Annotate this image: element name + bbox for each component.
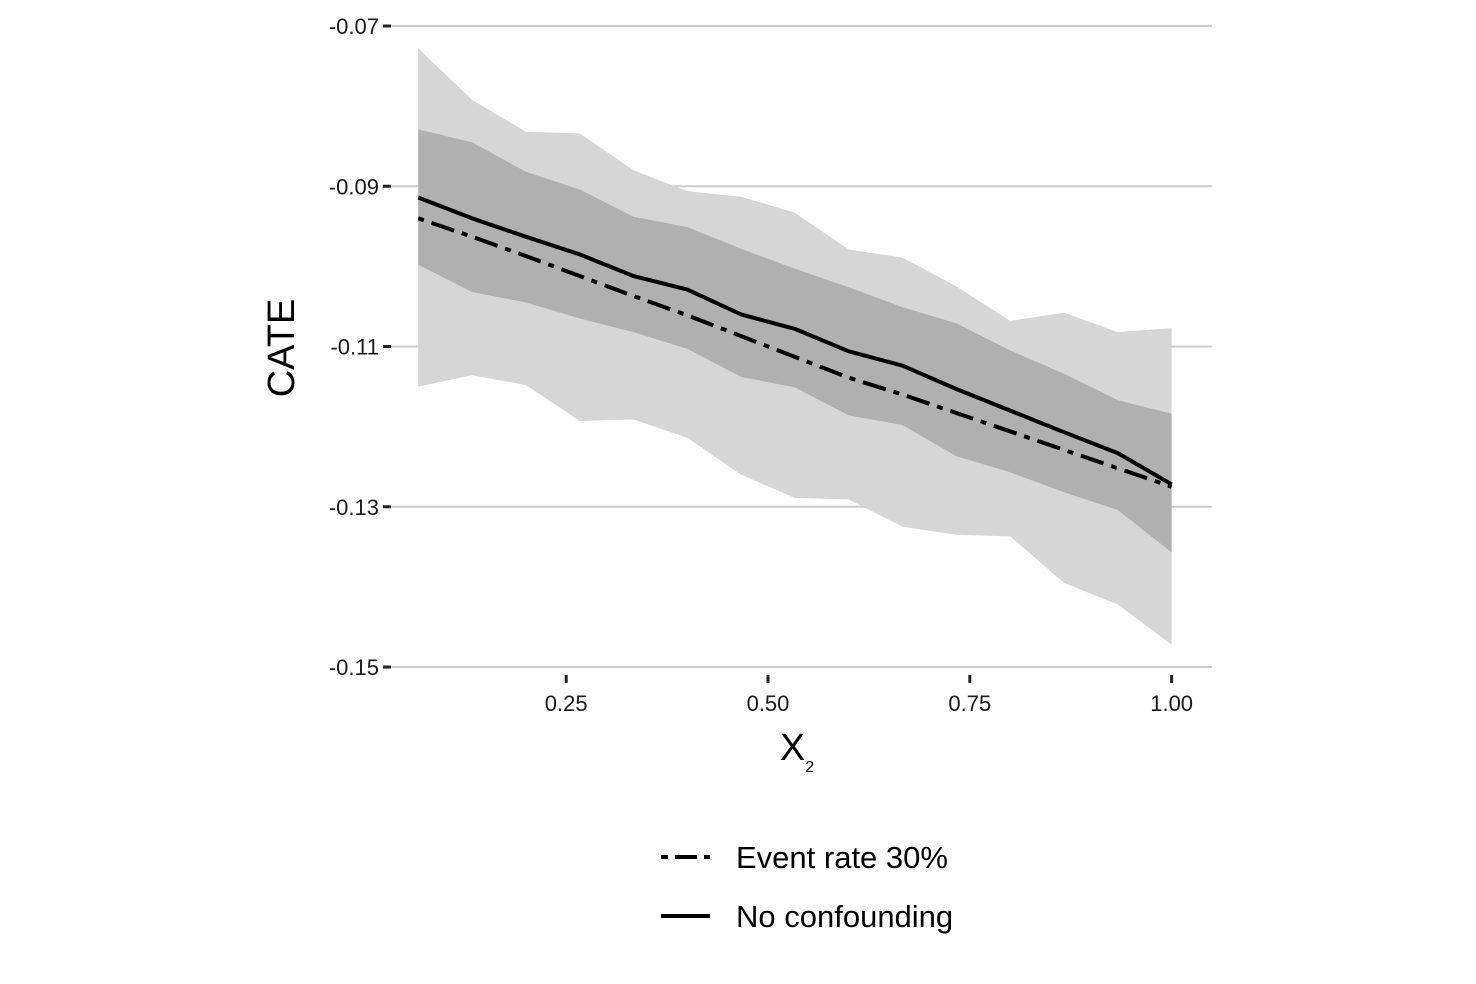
legend-label-event-rate: Event rate 30% <box>736 840 948 875</box>
y-tick-label: -0.15 <box>329 655 379 680</box>
y-tick-label: -0.07 <box>329 14 379 39</box>
x-tick-label: 1.00 <box>1150 691 1193 716</box>
inner-interval-band <box>418 129 1172 553</box>
x-axis-title-subscript: 2 <box>805 759 814 776</box>
y-axis-title: CATE <box>261 299 303 398</box>
x-axis-title: X2 <box>780 727 814 776</box>
y-tick-label: -0.09 <box>329 174 379 199</box>
series-lines <box>417 195 1173 489</box>
series-line-no-confounding <box>417 195 1173 487</box>
x-tick-label: 0.75 <box>948 691 991 716</box>
confidence-bands <box>418 48 1172 645</box>
series-line-event-rate <box>417 216 1173 489</box>
x-tick-label: 0.50 <box>747 691 790 716</box>
axes: -0.07 -0.09 -0.11 -0.13 -0.15 0.25 0.50 0.75 1.0… <box>329 14 1193 716</box>
legend-label-no-confounding: No confounding <box>736 899 953 934</box>
y-tick-label: -0.13 <box>329 495 379 520</box>
x-axis-title-main: X <box>780 727 805 769</box>
y-tick-label: -0.11 <box>330 335 379 360</box>
x-tick-label: 0.25 <box>545 691 588 716</box>
legend: Event rate 30% No confounding <box>661 840 953 934</box>
